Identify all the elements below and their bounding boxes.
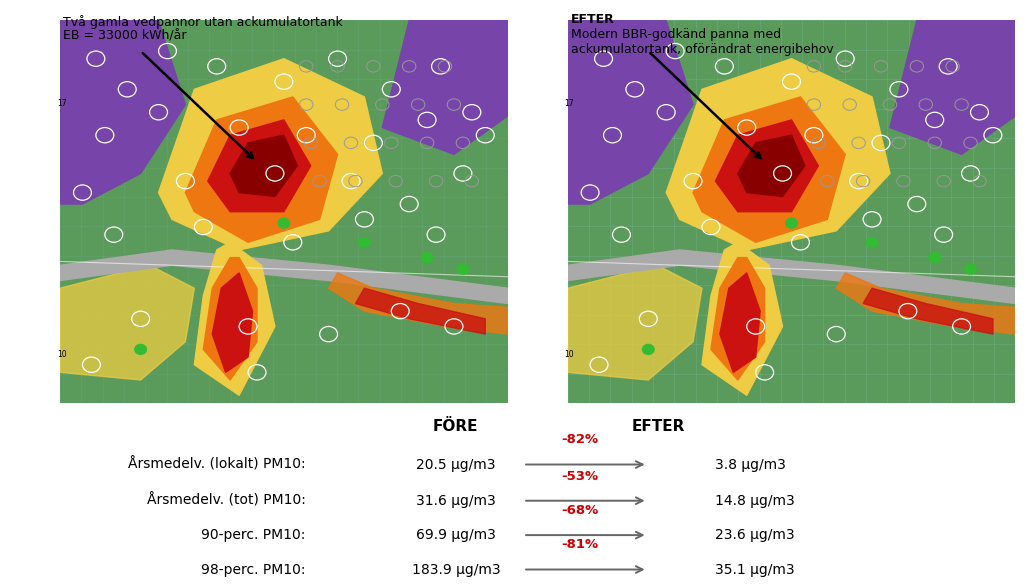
- Text: 10: 10: [57, 350, 66, 359]
- Text: -53%: -53%: [562, 470, 599, 482]
- Text: EFTER: EFTER: [571, 13, 614, 26]
- Polygon shape: [702, 242, 782, 395]
- Polygon shape: [212, 273, 253, 373]
- Circle shape: [965, 264, 976, 274]
- Polygon shape: [720, 273, 760, 373]
- Circle shape: [422, 253, 433, 263]
- Polygon shape: [836, 273, 1015, 334]
- Text: 10: 10: [565, 350, 574, 359]
- Text: 20.5 μg/m3: 20.5 μg/m3: [416, 457, 495, 471]
- Polygon shape: [666, 58, 890, 250]
- Polygon shape: [711, 258, 765, 380]
- Polygon shape: [355, 288, 485, 334]
- Polygon shape: [208, 120, 311, 211]
- Circle shape: [929, 253, 941, 263]
- Polygon shape: [60, 250, 508, 304]
- Polygon shape: [716, 120, 818, 211]
- Polygon shape: [890, 20, 1015, 154]
- Polygon shape: [185, 97, 338, 242]
- Polygon shape: [328, 273, 508, 334]
- Circle shape: [457, 264, 468, 274]
- Text: 23.6 μg/m3: 23.6 μg/m3: [715, 528, 795, 542]
- Text: EB = 33000 kWh/år: EB = 33000 kWh/år: [63, 29, 186, 42]
- Polygon shape: [230, 135, 297, 196]
- Polygon shape: [568, 265, 702, 380]
- Polygon shape: [568, 20, 693, 204]
- Polygon shape: [195, 242, 275, 395]
- Polygon shape: [568, 250, 1015, 304]
- Text: FÖRE: FÖRE: [433, 419, 479, 434]
- Polygon shape: [382, 20, 508, 154]
- Polygon shape: [203, 258, 257, 380]
- Text: -82%: -82%: [562, 433, 599, 446]
- Polygon shape: [738, 135, 805, 196]
- Text: 35.1 μg/m3: 35.1 μg/m3: [715, 562, 795, 576]
- Text: 90-perc. PM10:: 90-perc. PM10:: [201, 528, 306, 542]
- Text: Årsmedelv. (lokalt) PM10:: Årsmedelv. (lokalt) PM10:: [128, 457, 306, 472]
- Circle shape: [135, 345, 146, 354]
- Text: 69.9 μg/m3: 69.9 μg/m3: [415, 528, 496, 542]
- Polygon shape: [60, 265, 195, 380]
- Text: EFTER: EFTER: [631, 419, 685, 434]
- Text: 17: 17: [565, 99, 574, 108]
- Circle shape: [785, 218, 798, 228]
- Polygon shape: [693, 97, 845, 242]
- Text: Modern BBR-godkänd panna med: Modern BBR-godkänd panna med: [571, 28, 781, 41]
- Text: -68%: -68%: [562, 504, 599, 517]
- Text: 14.8 μg/m3: 14.8 μg/m3: [715, 493, 795, 507]
- Text: 98-perc. PM10:: 98-perc. PM10:: [201, 562, 306, 576]
- Polygon shape: [60, 20, 185, 204]
- Text: -81%: -81%: [562, 538, 599, 551]
- Circle shape: [358, 237, 370, 247]
- Text: Årsmedelv. (tot) PM10:: Årsmedelv. (tot) PM10:: [147, 493, 306, 508]
- Text: 17: 17: [57, 99, 66, 108]
- Circle shape: [642, 345, 654, 354]
- Polygon shape: [863, 288, 992, 334]
- Text: 31.6 μg/m3: 31.6 μg/m3: [416, 493, 495, 507]
- Circle shape: [278, 218, 290, 228]
- Text: Två gamla vedpannor utan ackumulatortank: Två gamla vedpannor utan ackumulatortank: [63, 15, 343, 29]
- Text: ackumulatortank, oförändrat energibehov: ackumulatortank, oförändrat energibehov: [571, 43, 833, 56]
- Text: 183.9 μg/m3: 183.9 μg/m3: [411, 562, 500, 576]
- Circle shape: [866, 237, 877, 247]
- Text: 3.8 μg/m3: 3.8 μg/m3: [715, 457, 785, 471]
- Polygon shape: [159, 58, 382, 250]
